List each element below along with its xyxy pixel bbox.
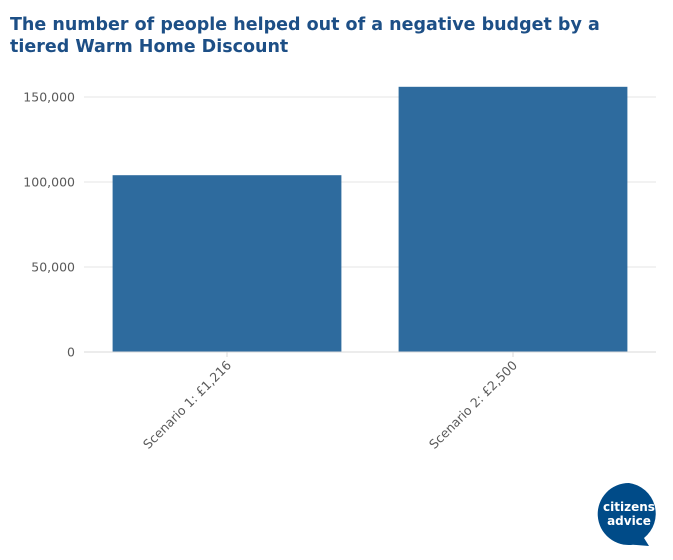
y-tick-label: 100,000 [23,175,75,190]
y-tick-label: 50,000 [31,260,75,275]
y-tick-label: 0 [67,345,75,360]
y-tick-label: 150,000 [23,90,75,105]
logo-text-advice: advice [607,514,651,528]
logo-badge [597,482,656,546]
logo-text-citizens: citizens [603,500,655,514]
x-tick-label: Scenario 1: £1,216 [140,357,234,451]
bars [112,86,628,353]
bar [112,175,342,352]
citizens-advice-logo: citizens advice [597,482,656,546]
chart-title: The number of people helped out of a neg… [10,15,600,57]
bar [398,86,628,353]
x-tick-label: Scenario 2: £2,500 [426,357,520,451]
